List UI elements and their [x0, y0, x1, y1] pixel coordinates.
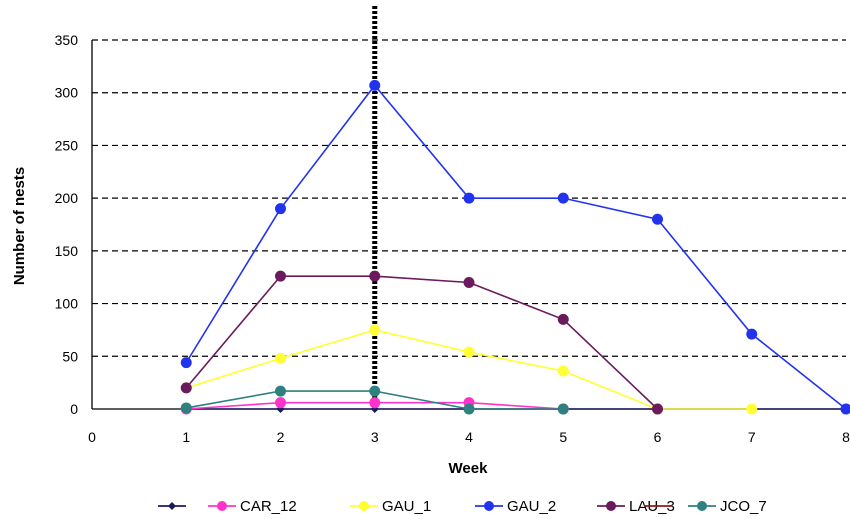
x-tick-label-3: 3: [371, 429, 379, 445]
data-point: [652, 403, 663, 415]
series-layer: [180, 79, 850, 415]
data-point: [557, 403, 569, 415]
legend-item-car_12: CAR_12: [208, 498, 297, 515]
legend-swatch-marker: [606, 501, 616, 511]
series-jco_7: [180, 385, 569, 415]
x-tick-label-1: 1: [182, 429, 190, 445]
data-point: [369, 397, 381, 409]
gridlines: [92, 39, 846, 357]
y-tick-label-50: 50: [62, 348, 78, 364]
data-point: [369, 79, 381, 91]
data-point: [275, 270, 286, 282]
data-point: [463, 192, 475, 204]
data-point: [557, 192, 569, 204]
x-tick-label-0: 0: [88, 429, 96, 445]
legend-swatch-marker: [697, 501, 707, 511]
y-tick-label-200: 200: [55, 190, 79, 206]
data-point: [275, 397, 286, 409]
legend-label: GAU_2: [507, 498, 556, 515]
data-point: [180, 357, 192, 369]
series-lau_3: [180, 270, 663, 415]
data-point: [746, 328, 758, 340]
legend-swatch-marker: [217, 501, 227, 511]
series-line: [185, 275, 659, 410]
legend-label: GAU_1: [382, 498, 431, 515]
legend-swatch-marker: [484, 501, 494, 511]
x-tick-label-7: 7: [748, 429, 756, 445]
legend: CAR_12 GAU_1 GAU_2 LAU_3 JCO_7: [158, 498, 767, 515]
x-tick-label-5: 5: [559, 429, 567, 445]
series-line: [186, 329, 752, 410]
x-tick-label-8: 8: [842, 429, 850, 445]
data-point: [275, 352, 286, 364]
y-tick-label-350: 350: [55, 32, 79, 48]
data-point: [652, 213, 663, 225]
tick-labels: 0 50 100 150 200 250 300 350 0 1 2 3 4 5 6 7 8: [55, 32, 850, 445]
x-tick-label-2: 2: [277, 429, 285, 445]
legend-label: JCO_7: [720, 498, 767, 515]
data-point: [180, 402, 192, 414]
y-tick-label-150: 150: [55, 243, 79, 259]
legend-item-jco_7: JCO_7: [688, 498, 767, 515]
x-tick-label-6: 6: [654, 429, 662, 445]
data-point: [180, 382, 192, 394]
legend-item-gau_2: GAU_2: [475, 498, 556, 515]
series-gau_2: [180, 79, 850, 415]
legend-swatch-marker: [359, 501, 369, 511]
legend-swatch-marker: [168, 502, 176, 510]
series-line: [185, 84, 847, 410]
data-point: [369, 324, 381, 336]
x-tick-label-4: 4: [465, 429, 473, 445]
data-point: [275, 385, 286, 397]
y-tick-label-0: 0: [70, 401, 78, 417]
data-point: [463, 346, 475, 358]
y-tick-label-250: 250: [55, 137, 79, 153]
data-point: [557, 313, 569, 325]
data-point: [369, 270, 381, 282]
data-point: [746, 403, 758, 415]
data-point: [463, 276, 475, 288]
data-point: [275, 203, 286, 215]
legend-item-unnamed-0: [158, 502, 186, 510]
legend-label: CAR_12: [240, 498, 297, 515]
y-tick-label-100: 100: [55, 296, 79, 312]
data-point: [369, 385, 381, 397]
x-axis-title: Week: [449, 460, 489, 477]
data-point: [840, 403, 850, 415]
data-point: [463, 403, 475, 415]
y-axis-title: Number of nests: [11, 167, 28, 285]
y-tick-label-300: 300: [55, 85, 79, 101]
legend-item-gau_1: GAU_1: [350, 498, 431, 515]
data-point: [557, 365, 569, 377]
